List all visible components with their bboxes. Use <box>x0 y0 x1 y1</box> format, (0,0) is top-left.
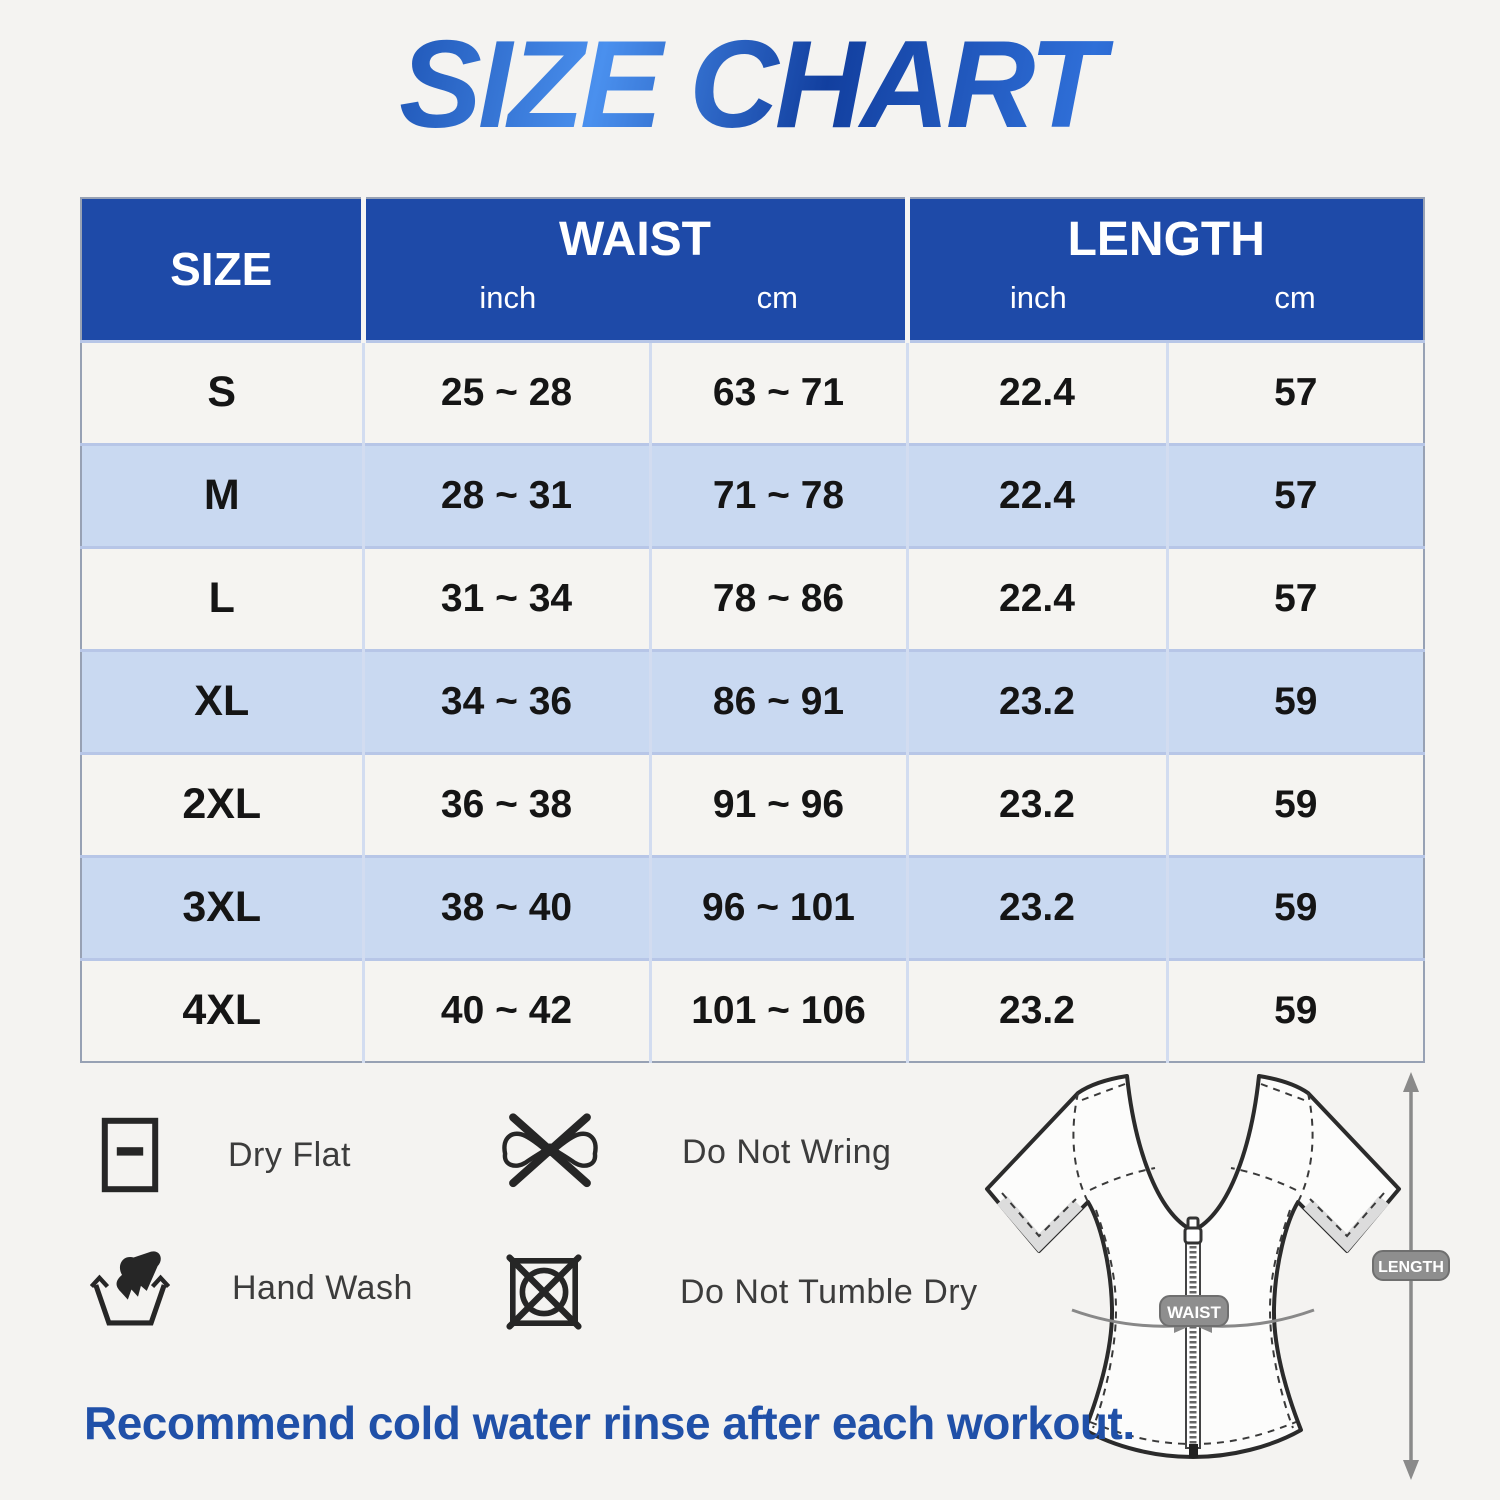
right-cuff-band <box>1303 1195 1389 1253</box>
cell-length-inch: 22.4 <box>905 545 1167 650</box>
care-item-dry-flat: Dry Flat <box>100 1116 351 1194</box>
size-table: SIZE WAIST LENGTH inch cm inch cm S 25 ~… <box>80 197 1426 1063</box>
size-row-xl: XL 34 ~ 36 86 ~ 91 23.2 59 <box>81 648 1425 753</box>
cell-length-inch: 22.4 <box>905 339 1167 444</box>
dry-flat-icon <box>101 1117 159 1193</box>
cell-length-cm: 59 <box>1165 751 1425 856</box>
page-title: SIZE CHART <box>0 14 1500 156</box>
size-row-s: S 25 ~ 28 63 ~ 71 22.4 57 <box>81 339 1425 444</box>
subheader-waist-cm: cm <box>650 280 907 341</box>
garment-diagram: WAIST LENGTH <box>985 1072 1450 1480</box>
subheader-length-cm: cm <box>1167 280 1425 341</box>
cell-waist-inch: 25 ~ 28 <box>361 339 650 444</box>
size-row-l: L 31 ~ 34 78 ~ 86 22.4 57 <box>81 545 1425 650</box>
hand-wash-icon <box>90 1251 170 1326</box>
care-label: Dry Flat <box>228 1135 351 1174</box>
cell-length-cm: 59 <box>1165 957 1425 1062</box>
zipper <box>1183 1216 1203 1458</box>
cell-length-inch: 23.2 <box>905 854 1167 959</box>
cell-size: 2XL <box>81 751 363 856</box>
do-not-wring-icon <box>502 1113 598 1188</box>
cell-size: XL <box>81 648 363 753</box>
subheader-waist-inch: inch <box>360 280 650 341</box>
length-label: LENGTH <box>1378 1259 1444 1276</box>
column-header-size: SIZE <box>81 198 363 341</box>
care-label: Hand Wash <box>232 1268 413 1307</box>
care-item-do-not-wring: Do Not Wring <box>498 1112 891 1192</box>
cell-waist-cm: 63 ~ 71 <box>648 339 907 444</box>
cell-size: S <box>81 339 363 444</box>
cell-size: L <box>81 545 363 650</box>
cell-waist-inch: 34 ~ 36 <box>361 648 650 753</box>
column-header-waist: WAIST <box>360 198 907 280</box>
cell-waist-cm: 101 ~ 106 <box>648 957 907 1062</box>
care-item-do-not-tumble-dry: Do Not Tumble Dry <box>504 1252 978 1332</box>
cell-length-cm: 59 <box>1165 854 1425 959</box>
cell-length-cm: 59 <box>1165 648 1425 753</box>
cell-length-inch: 23.2 <box>905 751 1167 856</box>
cell-waist-cm: 86 ~ 91 <box>648 648 907 753</box>
footer-note: Recommend cold water rinse after each wo… <box>84 1397 1135 1449</box>
cell-length-inch: 23.2 <box>905 957 1167 1062</box>
cell-length-cm: 57 <box>1165 339 1425 444</box>
size-row-m: M 28 ~ 31 71 ~ 78 22.4 57 <box>81 442 1425 547</box>
subheader-length-inch: inch <box>904 280 1167 341</box>
size-table-header: SIZE WAIST LENGTH inch cm inch cm <box>81 198 1425 341</box>
size-row-3xl: 3XL 38 ~ 40 96 ~ 101 23.2 59 <box>81 854 1425 959</box>
care-label: Do Not Wring <box>682 1132 892 1171</box>
column-header-length: LENGTH <box>904 198 1425 280</box>
cell-length-inch: 22.4 <box>905 442 1167 547</box>
cell-size: 4XL <box>81 957 363 1062</box>
cell-length-cm: 57 <box>1165 442 1425 547</box>
left-cuff-band <box>997 1195 1083 1253</box>
cell-waist-inch: 40 ~ 42 <box>361 957 650 1062</box>
cell-length-cm: 57 <box>1165 545 1425 650</box>
cell-waist-inch: 28 ~ 31 <box>361 442 650 547</box>
cell-waist-cm: 91 ~ 96 <box>648 751 907 856</box>
cell-waist-cm: 71 ~ 78 <box>648 442 907 547</box>
cell-waist-inch: 38 ~ 40 <box>361 854 650 959</box>
cell-waist-cm: 78 ~ 86 <box>648 545 907 650</box>
care-label: Do Not Tumble Dry <box>680 1272 978 1311</box>
cell-waist-cm: 96 ~ 101 <box>648 854 907 959</box>
waist-label: WAIST <box>1167 1303 1221 1322</box>
care-item-hand-wash: Hand Wash <box>90 1243 413 1333</box>
cell-length-inch: 23.2 <box>905 648 1167 753</box>
length-label-badge: LENGTH <box>1372 1250 1450 1281</box>
waist-label-badge: WAIST <box>1159 1295 1229 1327</box>
size-row-2xl: 2XL 36 ~ 38 91 ~ 96 23.2 59 <box>81 751 1425 856</box>
do-not-tumble-dry-icon <box>506 1254 582 1330</box>
size-row-4xl: 4XL 40 ~ 42 101 ~ 106 23.2 59 <box>81 957 1425 1062</box>
cell-waist-inch: 31 ~ 34 <box>361 545 650 650</box>
cell-size: M <box>81 442 363 547</box>
cell-size: 3XL <box>81 854 363 959</box>
cell-waist-inch: 36 ~ 38 <box>361 751 650 856</box>
